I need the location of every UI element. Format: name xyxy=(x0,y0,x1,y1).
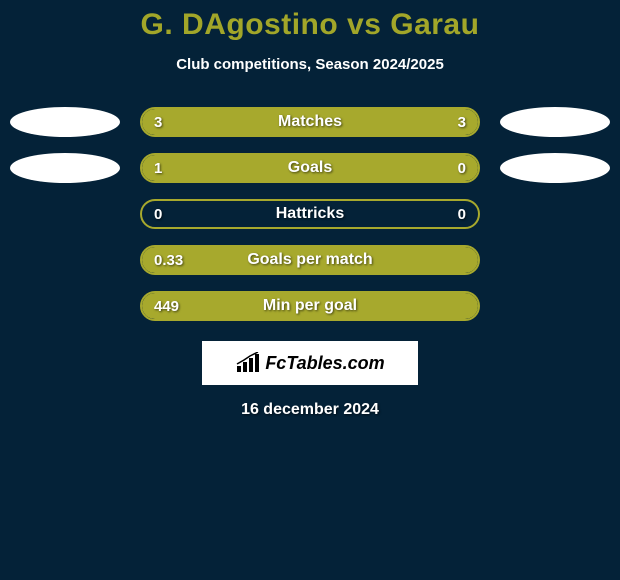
stat-bar: 449Min per goal xyxy=(140,291,480,321)
bar-chart-icon xyxy=(235,352,261,374)
ellipse-icon xyxy=(500,107,610,137)
stat-row: 0.33Goals per match xyxy=(0,245,620,275)
stat-label: Goals xyxy=(142,155,478,181)
stat-value-right: 3 xyxy=(458,109,466,135)
stat-row: 3Matches3 xyxy=(0,107,620,137)
stat-value-right: 0 xyxy=(458,201,466,227)
logo-box: FcTables.com xyxy=(202,341,418,385)
stat-label: Matches xyxy=(142,109,478,135)
player-left-badge xyxy=(10,153,120,183)
ellipse-icon xyxy=(500,153,610,183)
stat-value-right: 0 xyxy=(458,155,466,181)
ellipse-icon xyxy=(10,107,120,137)
stat-row: 449Min per goal xyxy=(0,291,620,321)
stats-area: 3Matches31Goals00Hattricks00.33Goals per… xyxy=(0,107,620,321)
stat-row: 0Hattricks0 xyxy=(0,199,620,229)
ellipse-icon xyxy=(10,153,120,183)
player-right-badge xyxy=(500,107,610,137)
stat-label: Hattricks xyxy=(142,201,478,227)
stat-row: 1Goals0 xyxy=(0,153,620,183)
page-title: G. DAgostino vs Garau xyxy=(0,8,620,42)
date-text: 16 december 2024 xyxy=(0,401,620,419)
subtitle: Club competitions, Season 2024/2025 xyxy=(0,56,620,73)
stat-label: Min per goal xyxy=(142,293,478,319)
stat-bar: 0.33Goals per match xyxy=(140,245,480,275)
logo-text: FcTables.com xyxy=(265,353,384,374)
stat-bar: 3Matches3 xyxy=(140,107,480,137)
stat-label: Goals per match xyxy=(142,247,478,273)
stat-bar: 1Goals0 xyxy=(140,153,480,183)
player-right-badge xyxy=(500,153,610,183)
stat-bar: 0Hattricks0 xyxy=(140,199,480,229)
player-left-badge xyxy=(10,107,120,137)
comparison-infographic: G. DAgostino vs Garau Club competitions,… xyxy=(0,0,620,419)
